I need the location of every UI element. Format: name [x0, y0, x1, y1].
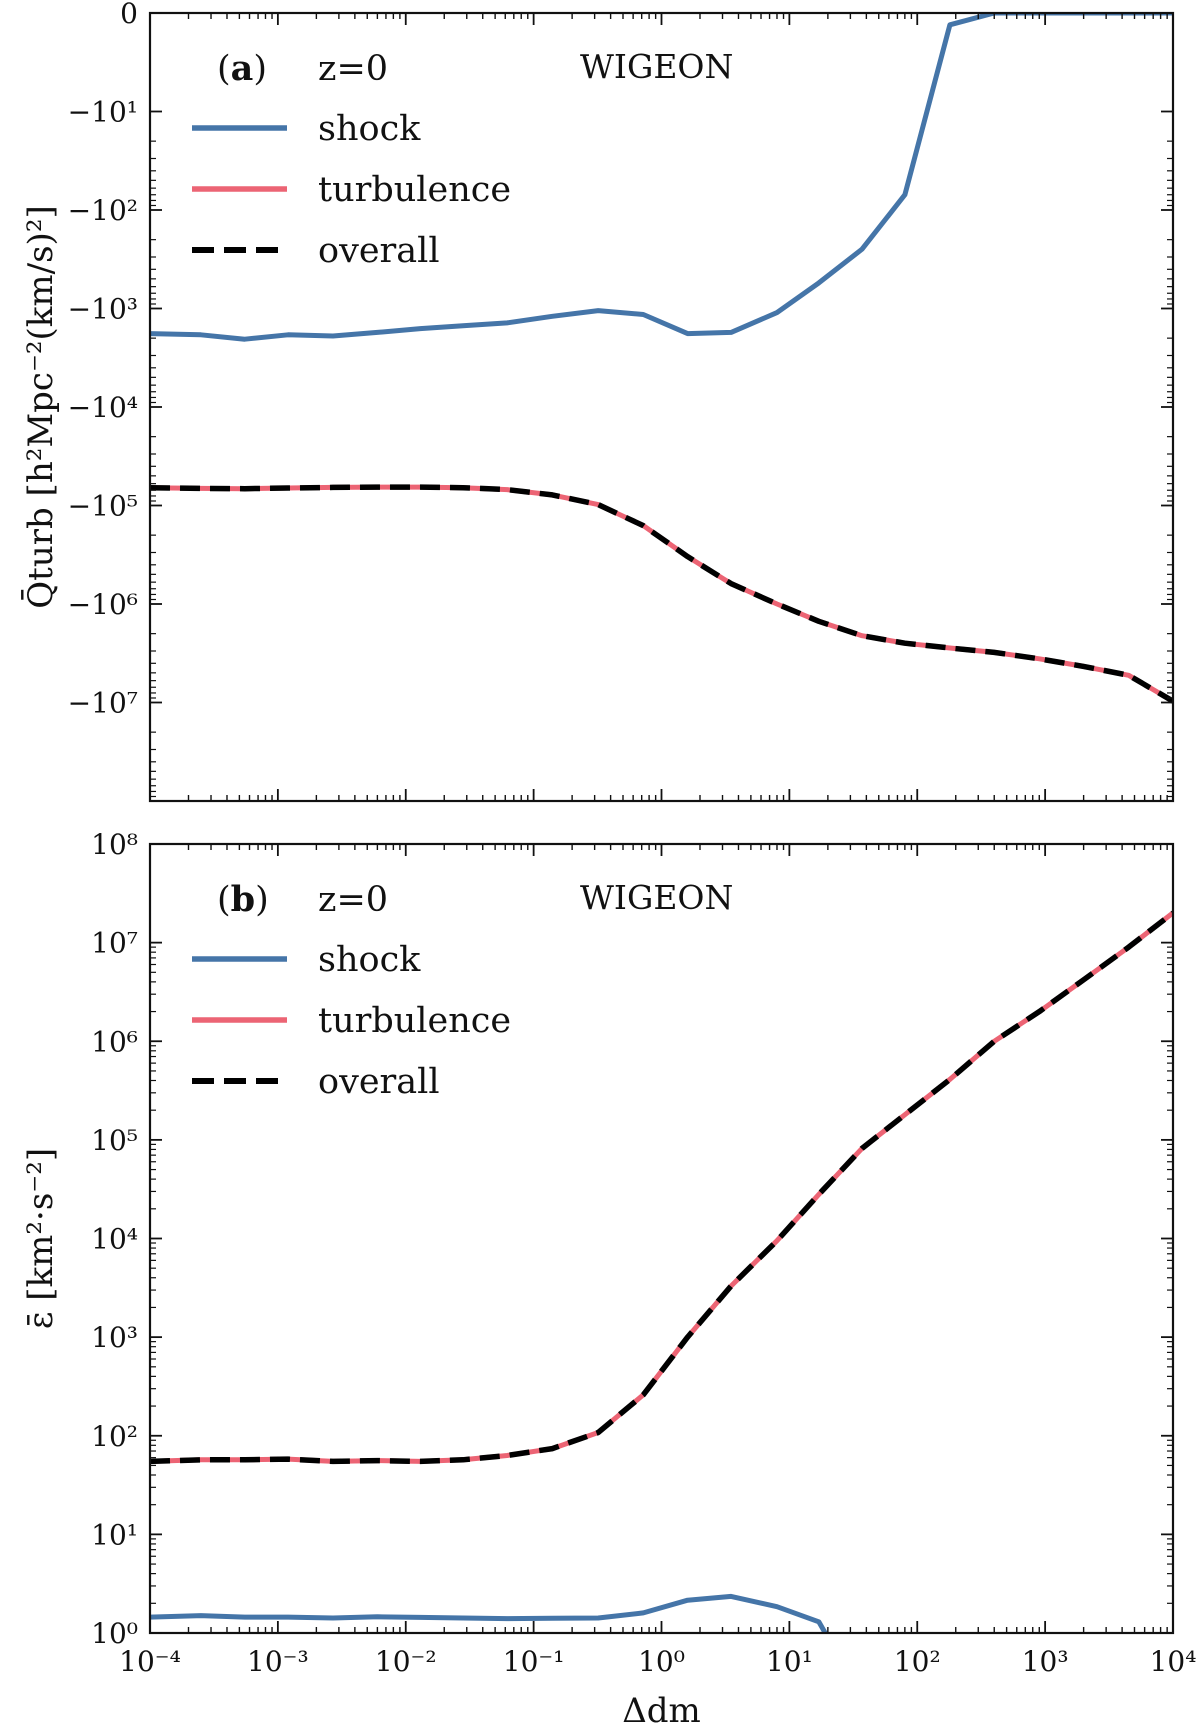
panel-b-plot-area: [150, 910, 1173, 1633]
x-tick-label: 10⁻¹: [503, 1645, 565, 1678]
y-tick-label: −10⁶: [68, 588, 138, 621]
y-tick-label: 0: [120, 0, 138, 30]
panel-a-plot-area: [150, 13, 1173, 704]
legend-label-turbulence: turbulence: [318, 170, 511, 210]
series-line-shock: [150, 1593, 829, 1633]
panel-b: 10⁰ 10¹ 10² 10³ 10⁴ 10⁵ 10⁶ 10⁷ 10⁸ 10⁻⁴ 10⁻³ 10⁻² 1…: [21, 828, 1196, 1678]
series-line-turbulence: [150, 484, 1173, 704]
panel-a: 0 −10¹ −10² −10³ −10⁴ −10⁵ −10⁶ −10⁷ shock turb…: [20, 0, 1175, 803]
panel-b-legend: shock turbulence overall: [192, 940, 511, 1102]
x-tick-label: 10⁴: [1150, 1645, 1197, 1678]
y-tick-label: −10³: [68, 293, 138, 326]
y-tick-label: −10²: [68, 194, 138, 227]
series-line-shock: [150, 13, 1173, 342]
x-tick-label: 10⁻³: [247, 1645, 309, 1678]
panel-a-frame: [148, 11, 1175, 803]
panel-a-ticks: 0 −10¹ −10² −10³ −10⁴ −10⁵ −10⁶ −10⁷: [68, 0, 1174, 801]
y-tick-label: 10²: [91, 1420, 138, 1453]
panel-a-y-axis-label: Q̄turb [h²Mpc⁻²(km/s)²]: [20, 205, 61, 608]
panel-b-y-axis-label: ε̄ [km²·s⁻²]: [21, 1148, 61, 1329]
x-tick-label: 10¹: [766, 1645, 813, 1678]
panel-b-redshift: z=0: [318, 880, 388, 920]
legend-label-shock: shock: [318, 940, 421, 980]
series-line-turbulence: [150, 910, 1173, 1464]
y-tick-label: 10¹: [91, 1518, 138, 1551]
y-tick-label: 10³: [91, 1321, 138, 1354]
y-tick-label: 10⁷: [91, 927, 138, 960]
panel-b-simulation-label: WIGEON: [580, 878, 733, 917]
y-tick-label: 10⁶: [91, 1025, 138, 1058]
y-tick-label: −10⁴: [68, 391, 138, 424]
legend-label-overall: overall: [318, 231, 440, 271]
panel-a-legend: shock turbulence overall: [192, 109, 511, 271]
y-tick-label: −10⁵: [68, 490, 138, 523]
y-tick-label: −10⁷: [68, 687, 138, 720]
panel-b-ticks: 10⁰ 10¹ 10² 10³ 10⁴ 10⁵ 10⁶ 10⁷ 10⁸ 10⁻⁴ 10⁻³ 10⁻² 1…: [91, 828, 1196, 1678]
series-line-overall: [150, 484, 1173, 704]
y-tick-label: 10⁵: [91, 1124, 138, 1157]
x-tick-label: 10⁰: [638, 1645, 685, 1678]
legend-label-turbulence: turbulence: [318, 1001, 511, 1041]
x-tick-label: 10³: [1022, 1645, 1069, 1678]
panel-b-frame: [148, 842, 1175, 1635]
x-tick-label: 10²: [894, 1645, 941, 1678]
x-tick-label: 10⁻²: [375, 1645, 437, 1678]
y-tick-label: 10⁸: [91, 828, 138, 861]
x-tick-label: 10⁻⁴: [119, 1645, 181, 1678]
panel-a-label: (a): [217, 48, 267, 89]
panel-a-simulation-label: WIGEON: [580, 47, 733, 86]
legend-label-shock: shock: [318, 109, 421, 149]
series-line-overall: [150, 910, 1173, 1465]
x-axis-label: Δdm: [622, 1691, 701, 1730]
panel-a-redshift: z=0: [318, 49, 388, 89]
legend-label-overall: overall: [318, 1062, 440, 1102]
y-tick-label: 10⁴: [91, 1223, 138, 1256]
panel-b-label: (b): [217, 879, 269, 920]
y-tick-label: −10¹: [68, 96, 138, 129]
y-tick-label: 10⁰: [91, 1617, 138, 1650]
